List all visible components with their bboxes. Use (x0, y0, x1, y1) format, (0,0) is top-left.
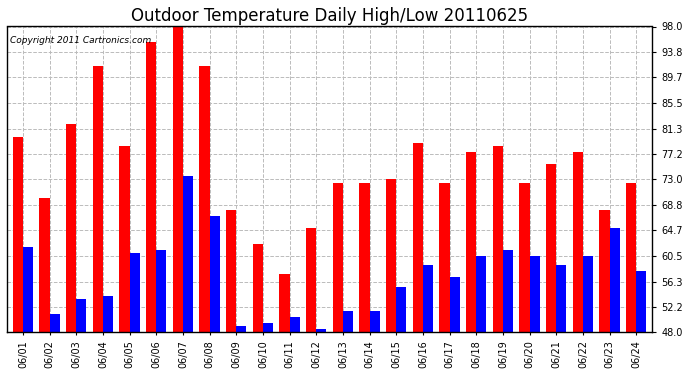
Bar (93, 66, 103, 332)
Bar (77, 299, 86, 332)
Bar (370, 311, 380, 332)
Bar (183, 176, 193, 332)
Bar (423, 265, 433, 332)
Bar (386, 180, 396, 332)
Bar (306, 228, 316, 332)
Bar (253, 244, 263, 332)
Bar (530, 256, 540, 332)
Bar (130, 253, 140, 332)
Bar (66, 124, 77, 332)
Bar (440, 183, 450, 332)
Bar (609, 228, 620, 332)
Bar (493, 146, 503, 332)
Bar (103, 296, 113, 332)
Bar (39, 198, 50, 332)
Bar (279, 274, 290, 332)
Bar (172, 27, 183, 332)
Bar (466, 152, 476, 332)
Bar (626, 183, 636, 332)
Bar (359, 183, 370, 332)
Bar (450, 278, 460, 332)
Bar (546, 164, 556, 332)
Bar (50, 314, 60, 332)
Bar (210, 216, 219, 332)
Title: Outdoor Temperature Daily High/Low 20110625: Outdoor Temperature Daily High/Low 20110… (131, 7, 528, 25)
Bar (146, 42, 156, 332)
Bar (583, 256, 593, 332)
Bar (23, 247, 33, 332)
Bar (343, 311, 353, 332)
Bar (119, 146, 130, 332)
Bar (600, 210, 609, 332)
Bar (476, 256, 486, 332)
Bar (226, 210, 236, 332)
Bar (413, 143, 423, 332)
Bar (263, 323, 273, 332)
Bar (333, 183, 343, 332)
Bar (13, 136, 23, 332)
Text: Copyright 2011 Cartronics.com: Copyright 2011 Cartronics.com (10, 36, 151, 45)
Bar (573, 152, 583, 332)
Bar (156, 250, 166, 332)
Bar (236, 326, 246, 332)
Bar (396, 286, 406, 332)
Bar (556, 265, 566, 332)
Bar (520, 183, 530, 332)
Bar (316, 329, 326, 332)
Bar (199, 66, 210, 332)
Bar (503, 250, 513, 332)
Bar (290, 317, 299, 332)
Bar (636, 271, 647, 332)
